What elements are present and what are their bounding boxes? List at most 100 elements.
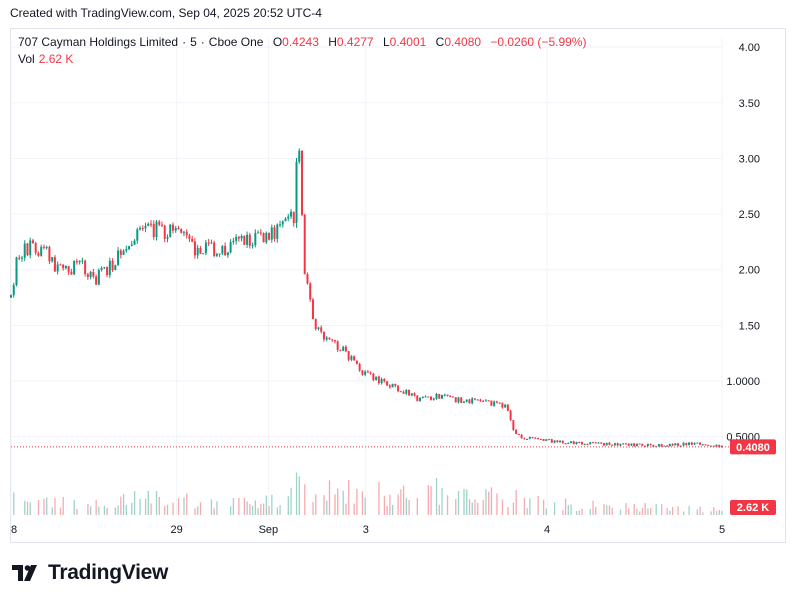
- candle-body: [232, 240, 235, 243]
- candle-body: [663, 445, 666, 447]
- candle-body: [331, 339, 334, 341]
- candle-body: [139, 227, 142, 230]
- volume-bar: [304, 484, 306, 515]
- candle-body: [462, 401, 465, 403]
- candle-body: [64, 266, 67, 269]
- candle-body: [391, 383, 394, 388]
- candle-body: [712, 445, 715, 447]
- volume-bar: [466, 489, 468, 515]
- candle-body: [616, 443, 619, 446]
- candle-body: [427, 396, 430, 398]
- volume-bar: [710, 511, 712, 515]
- tradingview-logo-icon: [12, 565, 37, 581]
- candles: [10, 148, 723, 448]
- candle-body: [679, 445, 682, 447]
- candle-body: [174, 228, 177, 231]
- candle-body: [542, 439, 545, 441]
- volume-bar: [490, 487, 493, 515]
- candle-body: [635, 443, 638, 447]
- legend-low-label: L: [382, 35, 390, 49]
- candle-body: [377, 376, 380, 384]
- candle-body: [591, 442, 594, 444]
- candle-body: [314, 319, 317, 329]
- candle-body: [504, 404, 507, 408]
- candle-body: [688, 442, 691, 446]
- volume-bar: [628, 508, 630, 515]
- volume-bar: [647, 508, 649, 515]
- volume-bar: [578, 510, 580, 515]
- candle-body: [62, 264, 65, 269]
- volume-bar: [183, 497, 185, 515]
- legend-exchange: Cboe One: [208, 35, 264, 49]
- volume-bar: [501, 499, 504, 515]
- candle-body: [344, 346, 347, 352]
- candle-body: [37, 252, 40, 256]
- candle-body: [221, 246, 224, 254]
- volume-bar: [496, 493, 498, 515]
- candle-body: [594, 442, 597, 444]
- candle-body: [92, 271, 95, 277]
- candle-body: [602, 443, 605, 446]
- candle-body: [416, 395, 419, 401]
- candle-body: [693, 442, 696, 445]
- volume-bar: [131, 502, 133, 515]
- volume-bar: [430, 486, 432, 515]
- candle-body: [144, 226, 147, 229]
- candle-body: [589, 442, 592, 445]
- legend-change: −0.0260 (−5.99%): [490, 35, 587, 49]
- candle-body: [103, 267, 106, 269]
- last-price-badge: 0.4080: [730, 439, 776, 455]
- candle-body: [240, 235, 243, 239]
- legend-interval[interactable]: 5: [190, 35, 197, 49]
- volume-bar: [400, 489, 402, 515]
- candle-body: [281, 221, 284, 225]
- candle-body: [707, 444, 710, 446]
- volume-bar: [485, 489, 487, 515]
- volume-bar: [271, 494, 273, 515]
- candle-body: [583, 444, 586, 446]
- volume-bar: [391, 505, 394, 515]
- candle-body: [355, 360, 358, 364]
- time-tick-label: 29: [171, 524, 183, 536]
- candle-body: [160, 224, 163, 226]
- volume-bar: [73, 500, 75, 515]
- candle-body: [73, 261, 76, 275]
- volume-bar: [446, 495, 449, 515]
- candle-body: [482, 400, 485, 402]
- candle-body: [710, 445, 713, 447]
- candle-body: [20, 257, 23, 259]
- candle-body: [715, 444, 718, 447]
- candle-body: [254, 232, 257, 246]
- candle-body: [133, 240, 136, 245]
- candle-body: [51, 257, 54, 262]
- candle-body: [70, 271, 73, 275]
- candle-body: [257, 232, 260, 234]
- volume-bar: [529, 498, 531, 515]
- candle-body: [158, 221, 161, 225]
- volume-bar: [345, 503, 347, 515]
- volume-bar: [106, 507, 108, 515]
- volume-bar: [537, 495, 539, 515]
- volume-bar: [523, 497, 526, 515]
- legend-symbol[interactable]: 707 Cayman Holdings Limited: [18, 35, 179, 49]
- volume-badge-label: 2.62 K: [737, 502, 769, 514]
- candle-body: [56, 264, 59, 272]
- volume-bar: [103, 505, 106, 515]
- volume-bar: [570, 504, 572, 515]
- tradingview-logo[interactable]: TradingView: [12, 561, 168, 585]
- volume-bar: [477, 502, 479, 515]
- candle-body: [515, 429, 518, 435]
- legend-open-label: O: [272, 35, 283, 49]
- volume-bar: [515, 490, 517, 515]
- candle-body: [235, 236, 238, 241]
- legend-ohlc-row: 707 Cayman Holdings Limited · 5 · Cboe One O…: [18, 34, 586, 51]
- last-price-badge-bg: [730, 439, 776, 455]
- legend-volume-label[interactable]: Vol: [18, 52, 35, 66]
- volume-bar: [405, 498, 408, 515]
- volume-bar: [361, 491, 364, 515]
- candle-body: [671, 443, 674, 446]
- candle-body: [619, 443, 622, 446]
- volume-bar: [54, 498, 56, 515]
- candle-body: [29, 240, 32, 256]
